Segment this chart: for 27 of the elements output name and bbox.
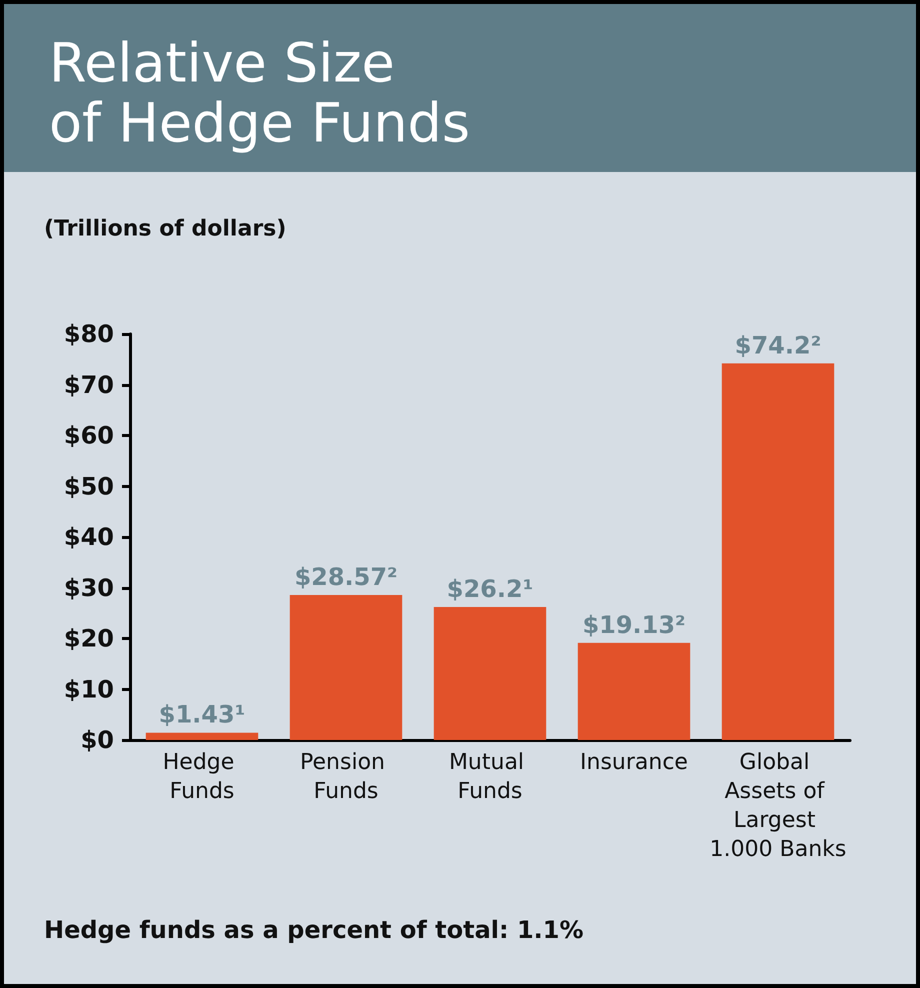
bar (146, 732, 258, 740)
data-label: $28.57² (294, 563, 398, 592)
bar (722, 363, 834, 740)
y-axis-title: (Trillions of dollars) (44, 216, 286, 242)
y-tick-label: $20 (64, 624, 114, 652)
y-tick-label: $50 (64, 472, 114, 500)
bar (434, 607, 546, 740)
y-tick-label: $70 (64, 370, 114, 399)
data-label: $26.2¹ (446, 575, 534, 604)
data-label: $74.2² (734, 331, 822, 360)
y-tick-label: $60 (64, 422, 114, 450)
x-tick-label: Mutual Funds (448, 750, 532, 804)
x-tick-label: Pension Funds (300, 750, 392, 804)
data-label: $19.13² (582, 610, 686, 639)
y-tick-label: $40 (64, 523, 114, 551)
bar (290, 595, 402, 740)
data-label: $1.43¹ (158, 700, 246, 729)
y-tick-label: $30 (64, 574, 114, 602)
text: Hedge funds as a percent of total: 1.1% (44, 916, 584, 944)
y-tick-label: $80 (64, 320, 114, 348)
x-tick-label: Global Assets of Largest 1.000 Banks (710, 750, 846, 862)
y-tick-label: $0 (80, 726, 114, 754)
chart-title: Relative Size of Hedge Funds (49, 32, 470, 154)
bar (578, 642, 690, 740)
x-tick-label: Hedge Funds (162, 750, 242, 804)
x-tick-label: Insurance (580, 750, 688, 775)
y-tick-label: $10 (64, 675, 114, 704)
